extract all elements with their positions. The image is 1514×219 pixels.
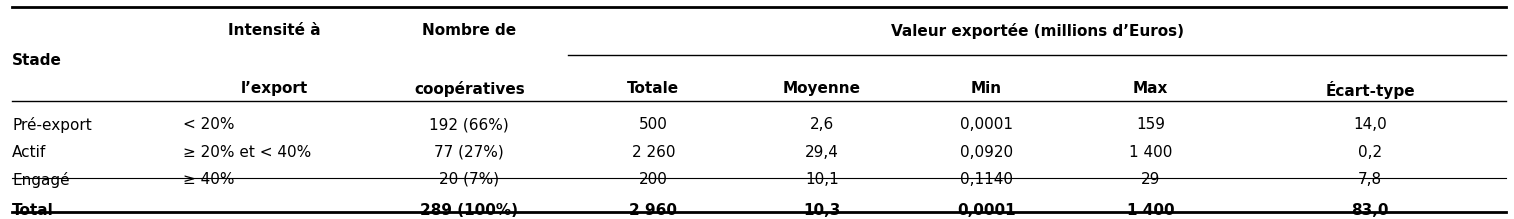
- Text: Pré-export: Pré-export: [12, 117, 92, 133]
- Text: 1 400: 1 400: [1126, 203, 1175, 217]
- Text: Totale: Totale: [627, 81, 680, 96]
- Text: Moyenne: Moyenne: [783, 81, 861, 96]
- Text: 0,0920: 0,0920: [960, 145, 1013, 159]
- Text: Engagé: Engagé: [12, 172, 70, 188]
- Text: Min: Min: [970, 81, 1002, 96]
- Text: ≥ 20% et < 40%: ≥ 20% et < 40%: [183, 145, 312, 159]
- Text: 0,0001: 0,0001: [960, 117, 1013, 132]
- Text: 7,8: 7,8: [1358, 172, 1382, 187]
- Text: 192 (66%): 192 (66%): [430, 117, 509, 132]
- Text: 2 260: 2 260: [631, 145, 675, 159]
- Text: ≥ 40%: ≥ 40%: [183, 172, 235, 187]
- Text: 2 960: 2 960: [630, 203, 677, 217]
- Text: 289 (100%): 289 (100%): [421, 203, 518, 217]
- Text: Intensité à: Intensité à: [229, 23, 321, 38]
- Text: 200: 200: [639, 172, 668, 187]
- Text: 0,2: 0,2: [1358, 145, 1382, 159]
- Text: l’export: l’export: [241, 81, 309, 96]
- Text: Écart-type: Écart-type: [1325, 81, 1416, 99]
- Text: 1 400: 1 400: [1129, 145, 1172, 159]
- Text: 10,3: 10,3: [804, 203, 840, 217]
- Text: < 20%: < 20%: [183, 117, 235, 132]
- Text: Total: Total: [12, 203, 55, 217]
- Text: Stade: Stade: [12, 53, 62, 68]
- Text: 10,1: 10,1: [805, 172, 839, 187]
- Text: 77 (27%): 77 (27%): [435, 145, 504, 159]
- Text: 20 (7%): 20 (7%): [439, 172, 500, 187]
- Text: Actif: Actif: [12, 145, 47, 159]
- Text: 0,0001: 0,0001: [957, 203, 1016, 217]
- Text: Valeur exportée (millions d’Euros): Valeur exportée (millions d’Euros): [890, 23, 1184, 39]
- Text: 29,4: 29,4: [805, 145, 839, 159]
- Text: Max: Max: [1132, 81, 1169, 96]
- Text: 14,0: 14,0: [1354, 117, 1387, 132]
- Text: 83,0: 83,0: [1352, 203, 1388, 217]
- Text: Nombre de: Nombre de: [422, 23, 516, 38]
- Text: 2,6: 2,6: [810, 117, 834, 132]
- Text: coopératives: coopératives: [413, 81, 525, 97]
- Text: 500: 500: [639, 117, 668, 132]
- Text: 29: 29: [1142, 172, 1160, 187]
- Text: 0,1140: 0,1140: [960, 172, 1013, 187]
- Text: 159: 159: [1136, 117, 1166, 132]
